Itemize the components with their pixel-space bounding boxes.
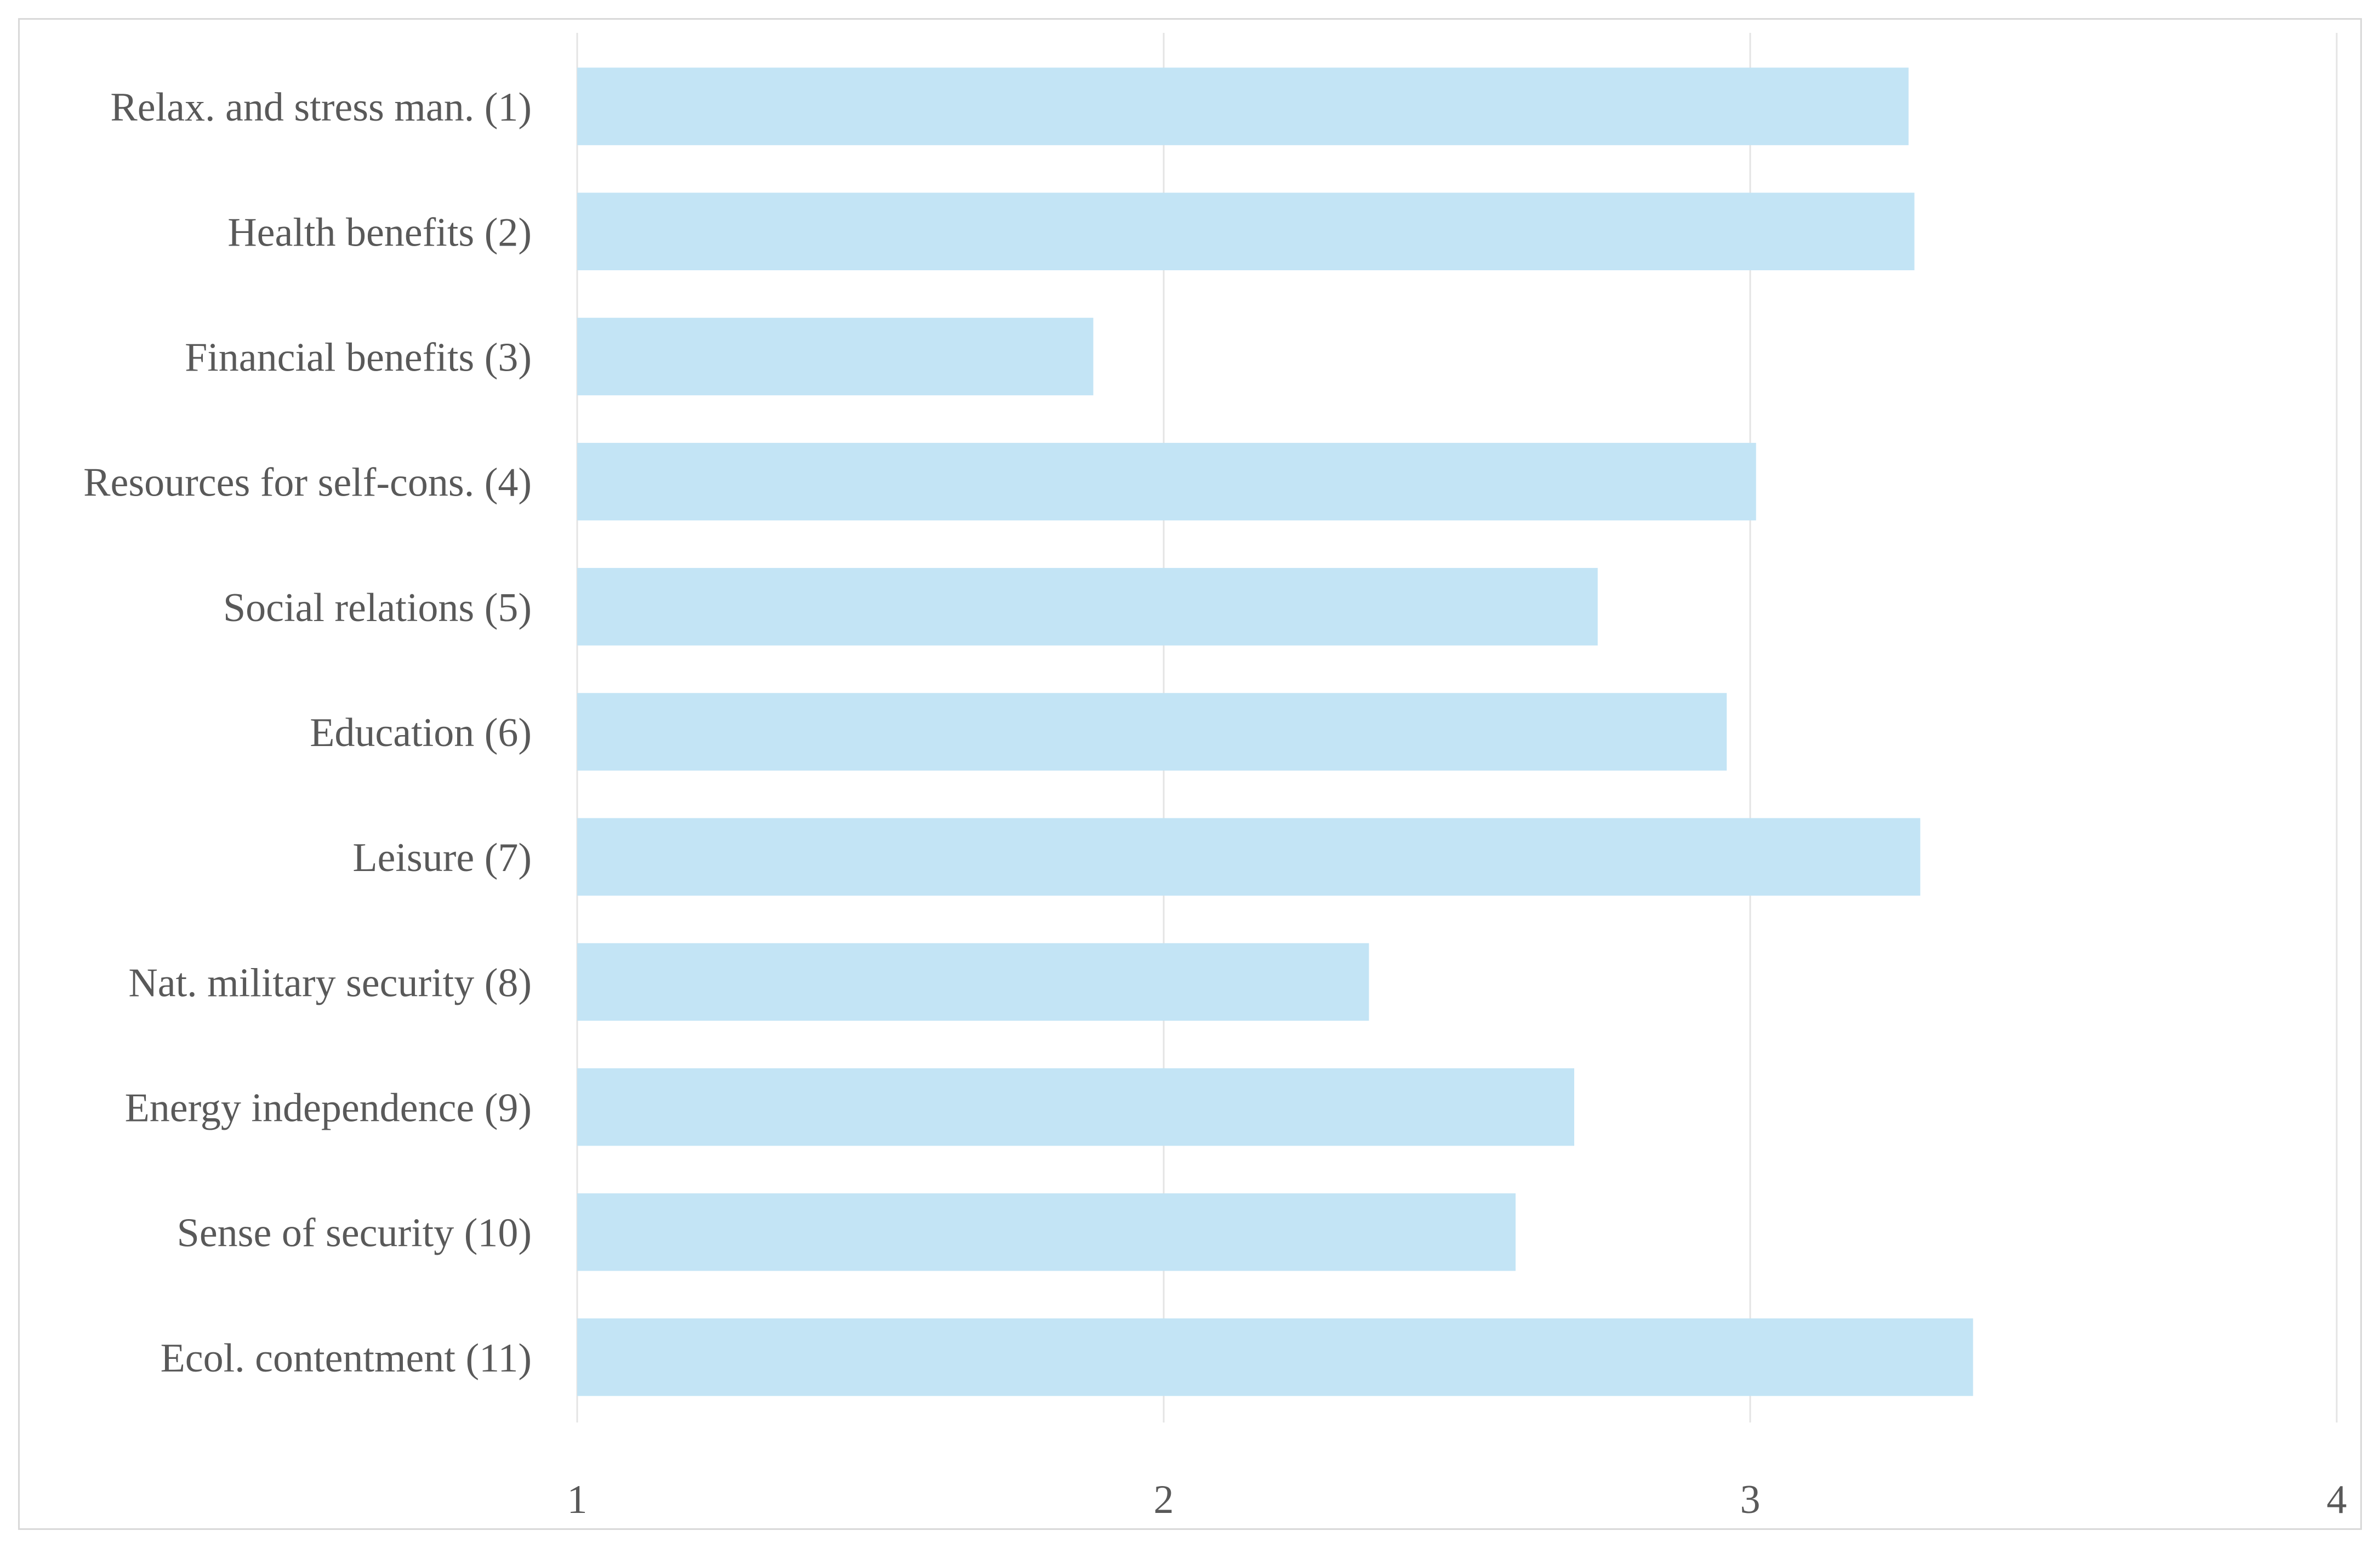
category-label: Social relations (5) xyxy=(223,585,532,630)
category-label: Relax. and stress man. (1) xyxy=(110,85,532,130)
bar xyxy=(577,1068,1574,1146)
x-tick-label: 1 xyxy=(567,1477,588,1522)
category-label: Energy independence (9) xyxy=(125,1086,532,1131)
bar xyxy=(577,442,1756,521)
category-label: Leisure (7) xyxy=(352,835,532,880)
x-tick-label: 4 xyxy=(2327,1477,2347,1522)
bar xyxy=(577,67,1909,145)
category-label: Ecol. contentment (11) xyxy=(161,1336,532,1381)
category-label: Health benefits (2) xyxy=(227,210,532,255)
x-tick-label: 3 xyxy=(1740,1477,1761,1522)
bar xyxy=(577,192,1915,271)
bars xyxy=(577,67,1973,1396)
x-axis-tick-labels: 1 2 3 4 xyxy=(567,1477,2347,1522)
category-label: Sense of security (10) xyxy=(177,1211,532,1256)
bar xyxy=(577,568,1598,646)
bar xyxy=(577,693,1727,771)
category-label: Financial benefits (3) xyxy=(185,335,532,380)
bar xyxy=(577,943,1369,1021)
category-label: Education (6) xyxy=(310,710,532,755)
bar xyxy=(577,818,1921,896)
category-label: Resources for self-cons. (4) xyxy=(83,460,532,505)
bar xyxy=(577,1318,1973,1396)
bar xyxy=(577,317,1094,396)
bar xyxy=(577,1193,1516,1271)
x-tick-label: 2 xyxy=(1154,1477,1174,1522)
category-label: Nat. military security (8) xyxy=(128,960,532,1005)
category-labels: Relax. and stress man. (1) Health benefit… xyxy=(83,85,532,1381)
